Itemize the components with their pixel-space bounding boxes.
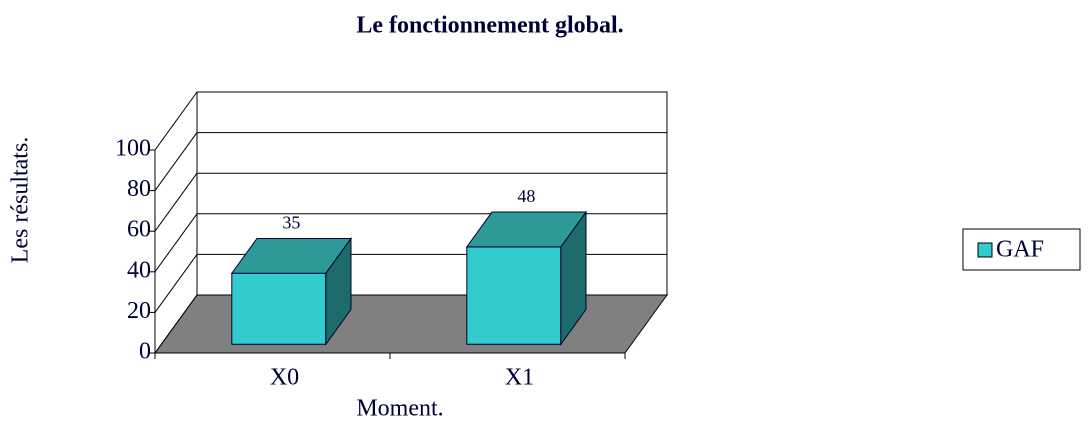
y-tick-label: 40 — [127, 257, 151, 283]
data-label: 35 — [282, 213, 300, 233]
side-grid-line — [154, 132, 198, 191]
y-tick-label: 60 — [127, 217, 151, 243]
legend-swatch — [977, 242, 993, 258]
side-grid-line — [154, 254, 198, 313]
bar-front — [231, 272, 327, 345]
y-tick-label: 0 — [139, 339, 151, 365]
y-axis-label: Les résultats. — [8, 137, 34, 264]
bar-front — [466, 246, 562, 345]
x-tick-label: X0 — [270, 365, 299, 391]
side-grid-line — [154, 213, 198, 273]
x-axis-label: Moment. — [356, 396, 443, 422]
bar — [230, 236, 352, 346]
x-tick-label: X1 — [505, 365, 534, 391]
side-grid-line — [154, 294, 198, 354]
bar-top — [465, 211, 587, 248]
legend-label: GAF — [996, 237, 1044, 263]
side-grid-line — [154, 172, 198, 232]
bar-top — [230, 237, 352, 274]
chart-title: Le fonctionnement global. — [356, 13, 623, 39]
bar — [465, 210, 587, 346]
data-label: 48 — [517, 186, 535, 206]
side-grid-line — [154, 91, 198, 151]
y-tick-label: 80 — [127, 176, 151, 202]
y-tick-label: 100 — [115, 136, 151, 162]
y-tick-label: 20 — [127, 298, 151, 324]
